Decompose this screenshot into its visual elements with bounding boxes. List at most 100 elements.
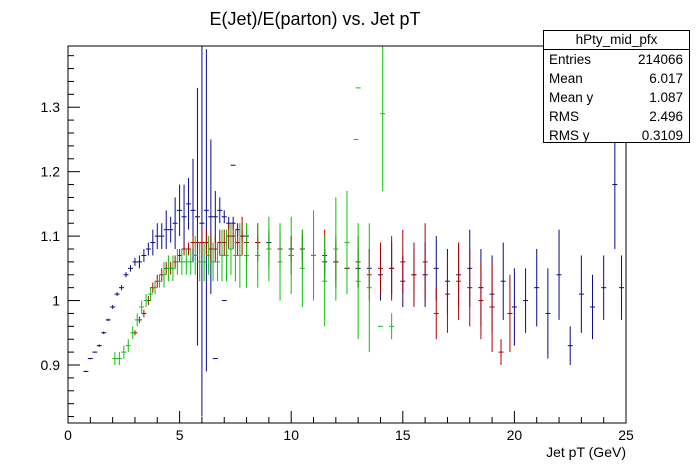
data-point <box>127 265 133 272</box>
stats-label: Mean y <box>549 90 594 105</box>
data-point <box>288 216 294 295</box>
data-point <box>112 352 118 365</box>
stats-value: 214066 <box>637 52 683 67</box>
data-point <box>232 229 238 282</box>
data-point <box>590 274 596 340</box>
data-point <box>411 242 417 307</box>
data-point <box>619 255 625 320</box>
data-point <box>172 197 178 249</box>
data-point <box>203 229 209 256</box>
data-point <box>467 249 473 327</box>
data-point <box>201 242 207 282</box>
data-point <box>121 345 127 359</box>
data-point <box>165 255 171 282</box>
data-point <box>534 249 540 327</box>
data-point <box>186 178 192 230</box>
data-point <box>141 309 147 318</box>
data-point <box>154 223 160 249</box>
data-point <box>148 287 154 301</box>
axes: 0 5 10 15 20 25 0.9 1 1.1 1.2 1.3 <box>41 55 634 443</box>
data-point <box>444 255 450 333</box>
stats-row-mean: Mean 6.017 <box>544 69 689 88</box>
data-point <box>333 197 339 301</box>
data-point <box>139 300 145 314</box>
stats-box-title: hPty_mid_pfx <box>544 31 689 50</box>
data-point <box>255 223 261 288</box>
data-point <box>578 255 584 333</box>
data-point <box>215 242 221 282</box>
data-point <box>143 294 149 307</box>
data-point <box>206 236 212 275</box>
stats-value: 0.3109 <box>641 128 683 143</box>
data-point <box>177 249 183 262</box>
data-point <box>188 249 194 275</box>
x-tick-label: 10 <box>283 427 299 443</box>
data-point <box>199 229 205 256</box>
data-point <box>110 305 116 309</box>
data-point <box>498 339 504 365</box>
data-point <box>239 216 245 256</box>
data-point <box>159 223 165 249</box>
data-point <box>145 242 151 256</box>
stats-row-rms: RMS 2.496 <box>544 107 689 126</box>
x-tick-label: 5 <box>176 427 184 443</box>
data-point <box>235 229 241 256</box>
y-tick-label: 0.9 <box>41 357 61 373</box>
data-point <box>152 281 158 295</box>
data-point <box>545 268 551 359</box>
stats-label: Entries <box>549 52 592 67</box>
stats-box: hPty_mid_pfx Entries 214066 Mean 6.017 M… <box>543 30 690 143</box>
stats-value: 1.087 <box>649 90 683 105</box>
stats-label: RMS y <box>549 128 590 143</box>
data-point <box>433 287 439 340</box>
data-point <box>161 261 167 288</box>
data-point <box>163 210 169 249</box>
data-point <box>266 216 272 282</box>
x-tick-label: 0 <box>64 427 72 443</box>
data-point <box>170 255 176 282</box>
y-tick-label: 1.1 <box>41 228 61 244</box>
data-point <box>567 326 573 365</box>
y-tick-label: 1.2 <box>41 164 61 180</box>
data-point <box>168 216 174 243</box>
data-point <box>181 242 187 256</box>
data-point <box>125 339 131 353</box>
stats-label: RMS <box>549 109 579 124</box>
data-point <box>186 242 192 256</box>
data-point <box>197 242 203 282</box>
stats-row-mean-y: Mean y 1.087 <box>544 88 689 107</box>
data-point <box>228 223 234 275</box>
data-point <box>223 229 229 282</box>
y-tick-label: 1.3 <box>41 99 61 115</box>
x-tick-label: 20 <box>507 427 523 443</box>
data-point <box>217 197 223 224</box>
data-point <box>130 326 136 340</box>
data-point <box>389 313 395 340</box>
data-point <box>322 236 328 327</box>
y-tick-label: 1 <box>52 293 60 309</box>
data-point <box>221 210 227 224</box>
data-point <box>136 255 142 269</box>
data-point <box>344 191 350 295</box>
data-point <box>177 184 183 237</box>
data-point <box>208 139 214 295</box>
x-axis-label: Jet pT (GeV) <box>546 444 626 460</box>
data-point <box>212 191 218 243</box>
stats-row-rms-y: RMS y 0.3109 <box>544 126 689 145</box>
series-green <box>112 46 395 365</box>
data-point <box>179 249 185 275</box>
data-point <box>507 274 513 353</box>
data-point <box>226 223 232 249</box>
data-point <box>244 223 250 288</box>
data-point <box>208 236 214 262</box>
data-point <box>183 249 189 275</box>
data-point <box>105 318 111 322</box>
data-point <box>194 229 200 256</box>
data-point <box>237 223 243 288</box>
data-point <box>478 261 484 340</box>
data-point <box>116 352 122 365</box>
data-point <box>523 268 529 333</box>
data-point <box>87 357 93 360</box>
data-point <box>511 268 517 346</box>
data-point <box>556 229 562 320</box>
